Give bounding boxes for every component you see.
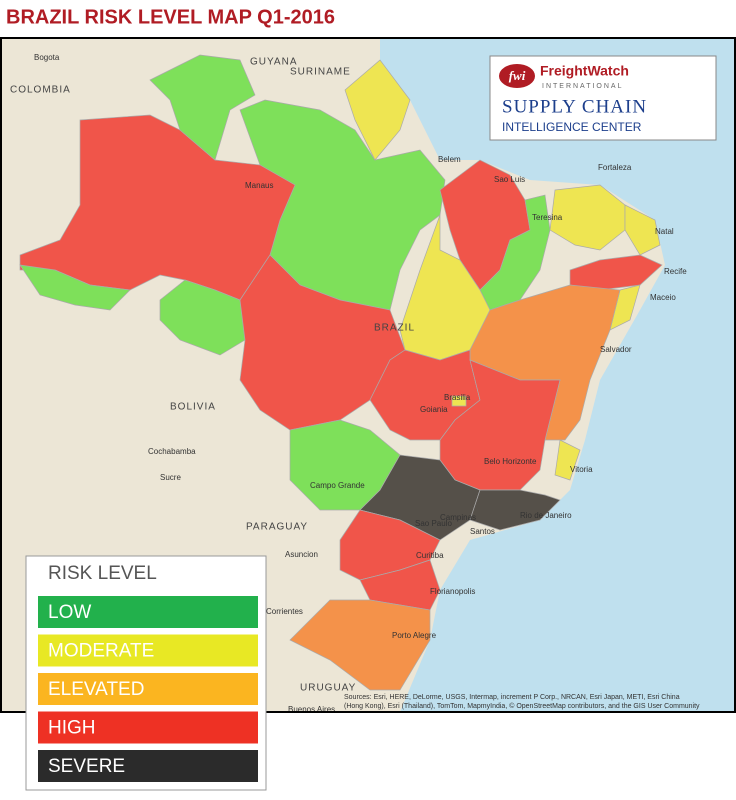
country-label: PARAGUAY (246, 522, 308, 533)
city-label: Bogota (34, 53, 60, 62)
logo-line2: INTELLIGENCE CENTER (502, 120, 642, 134)
city-label: Brasilia (444, 393, 471, 402)
region (344, 59, 411, 161)
region (149, 54, 256, 161)
legend-swatch (38, 673, 258, 705)
city-label: Manaus (245, 181, 273, 190)
city-label: Belem (438, 155, 461, 164)
legend-title: RISK LEVEL (48, 563, 157, 584)
sources: Sources: Esri, HERE, DeLorme, USGS, Inte… (344, 694, 700, 710)
region (469, 489, 561, 531)
city-label: Rio de Janeiro (520, 511, 572, 520)
logo-emblem (499, 64, 535, 88)
city-label: Corrientes (266, 607, 303, 616)
legend-label: ELEVATED (48, 679, 144, 700)
country-label: SURINAME (290, 67, 351, 78)
city-label: Vitoria (570, 465, 593, 474)
regions (19, 54, 663, 691)
city-label: Asuncion (285, 550, 318, 559)
legend-swatch (38, 634, 258, 667)
region (19, 264, 131, 311)
region (624, 204, 661, 256)
legend-swatch (38, 596, 258, 628)
logo-line1: SUPPLY CHAIN (502, 96, 647, 117)
region (289, 599, 431, 691)
region (549, 184, 626, 251)
city-label: Porto Alegre (392, 631, 437, 640)
city-label: Natal (655, 227, 674, 236)
country-label: GUYANA (250, 57, 298, 68)
city-label: Sao Paulo (415, 519, 452, 528)
city-label: Fortaleza (598, 163, 632, 172)
city-label: Sao Luis (494, 175, 525, 184)
ocean (380, 38, 736, 712)
city-label: Belo Horizonte (484, 457, 537, 466)
legend-label: SEVERE (48, 756, 125, 777)
city-label: Buenos Aires (288, 705, 335, 714)
logo-name: FreightWatch (540, 63, 629, 79)
city-label: Curitiba (416, 551, 444, 560)
city-label: Santos (470, 527, 495, 536)
city-label: Sucre (160, 473, 181, 482)
country-label: BRAZIL (374, 323, 415, 334)
legend-label: HIGH (48, 718, 96, 739)
city-label: Maceio (650, 293, 676, 302)
country-label: BOLIVIA (170, 402, 216, 413)
city-label: Salvador (600, 345, 632, 354)
country-label: COLOMBIA (10, 85, 71, 96)
city-label: Florianopolis (430, 587, 475, 596)
city-label: Recife (664, 267, 687, 276)
legend-swatch (38, 711, 258, 744)
city-label: Campo Grande (310, 481, 365, 490)
legend-label: MODERATE (48, 641, 154, 662)
title: BRAZIL RISK LEVEL MAP Q1-2016 (6, 6, 335, 28)
city-label: Cochabamba (148, 447, 196, 456)
legend-label: LOW (48, 602, 91, 623)
legend: RISK LEVEL LOW MODERATE ELEVATED HIGH SEVERE (25, 555, 267, 791)
city-label: Goiania (420, 405, 448, 414)
logo-sub: INTERNATIONAL (542, 83, 624, 90)
logo-mark: fwi (509, 68, 526, 83)
map-frame (0, 37, 736, 713)
legend-swatch (38, 750, 258, 782)
country-label: URUGUAY (300, 683, 356, 694)
logo: fwi FreightWatch INTERNATIONAL SUPPLY CH… (489, 55, 717, 141)
region (554, 439, 581, 481)
region (451, 395, 467, 407)
city-label: Campinas (440, 513, 476, 522)
city-label: Teresina (532, 213, 563, 222)
